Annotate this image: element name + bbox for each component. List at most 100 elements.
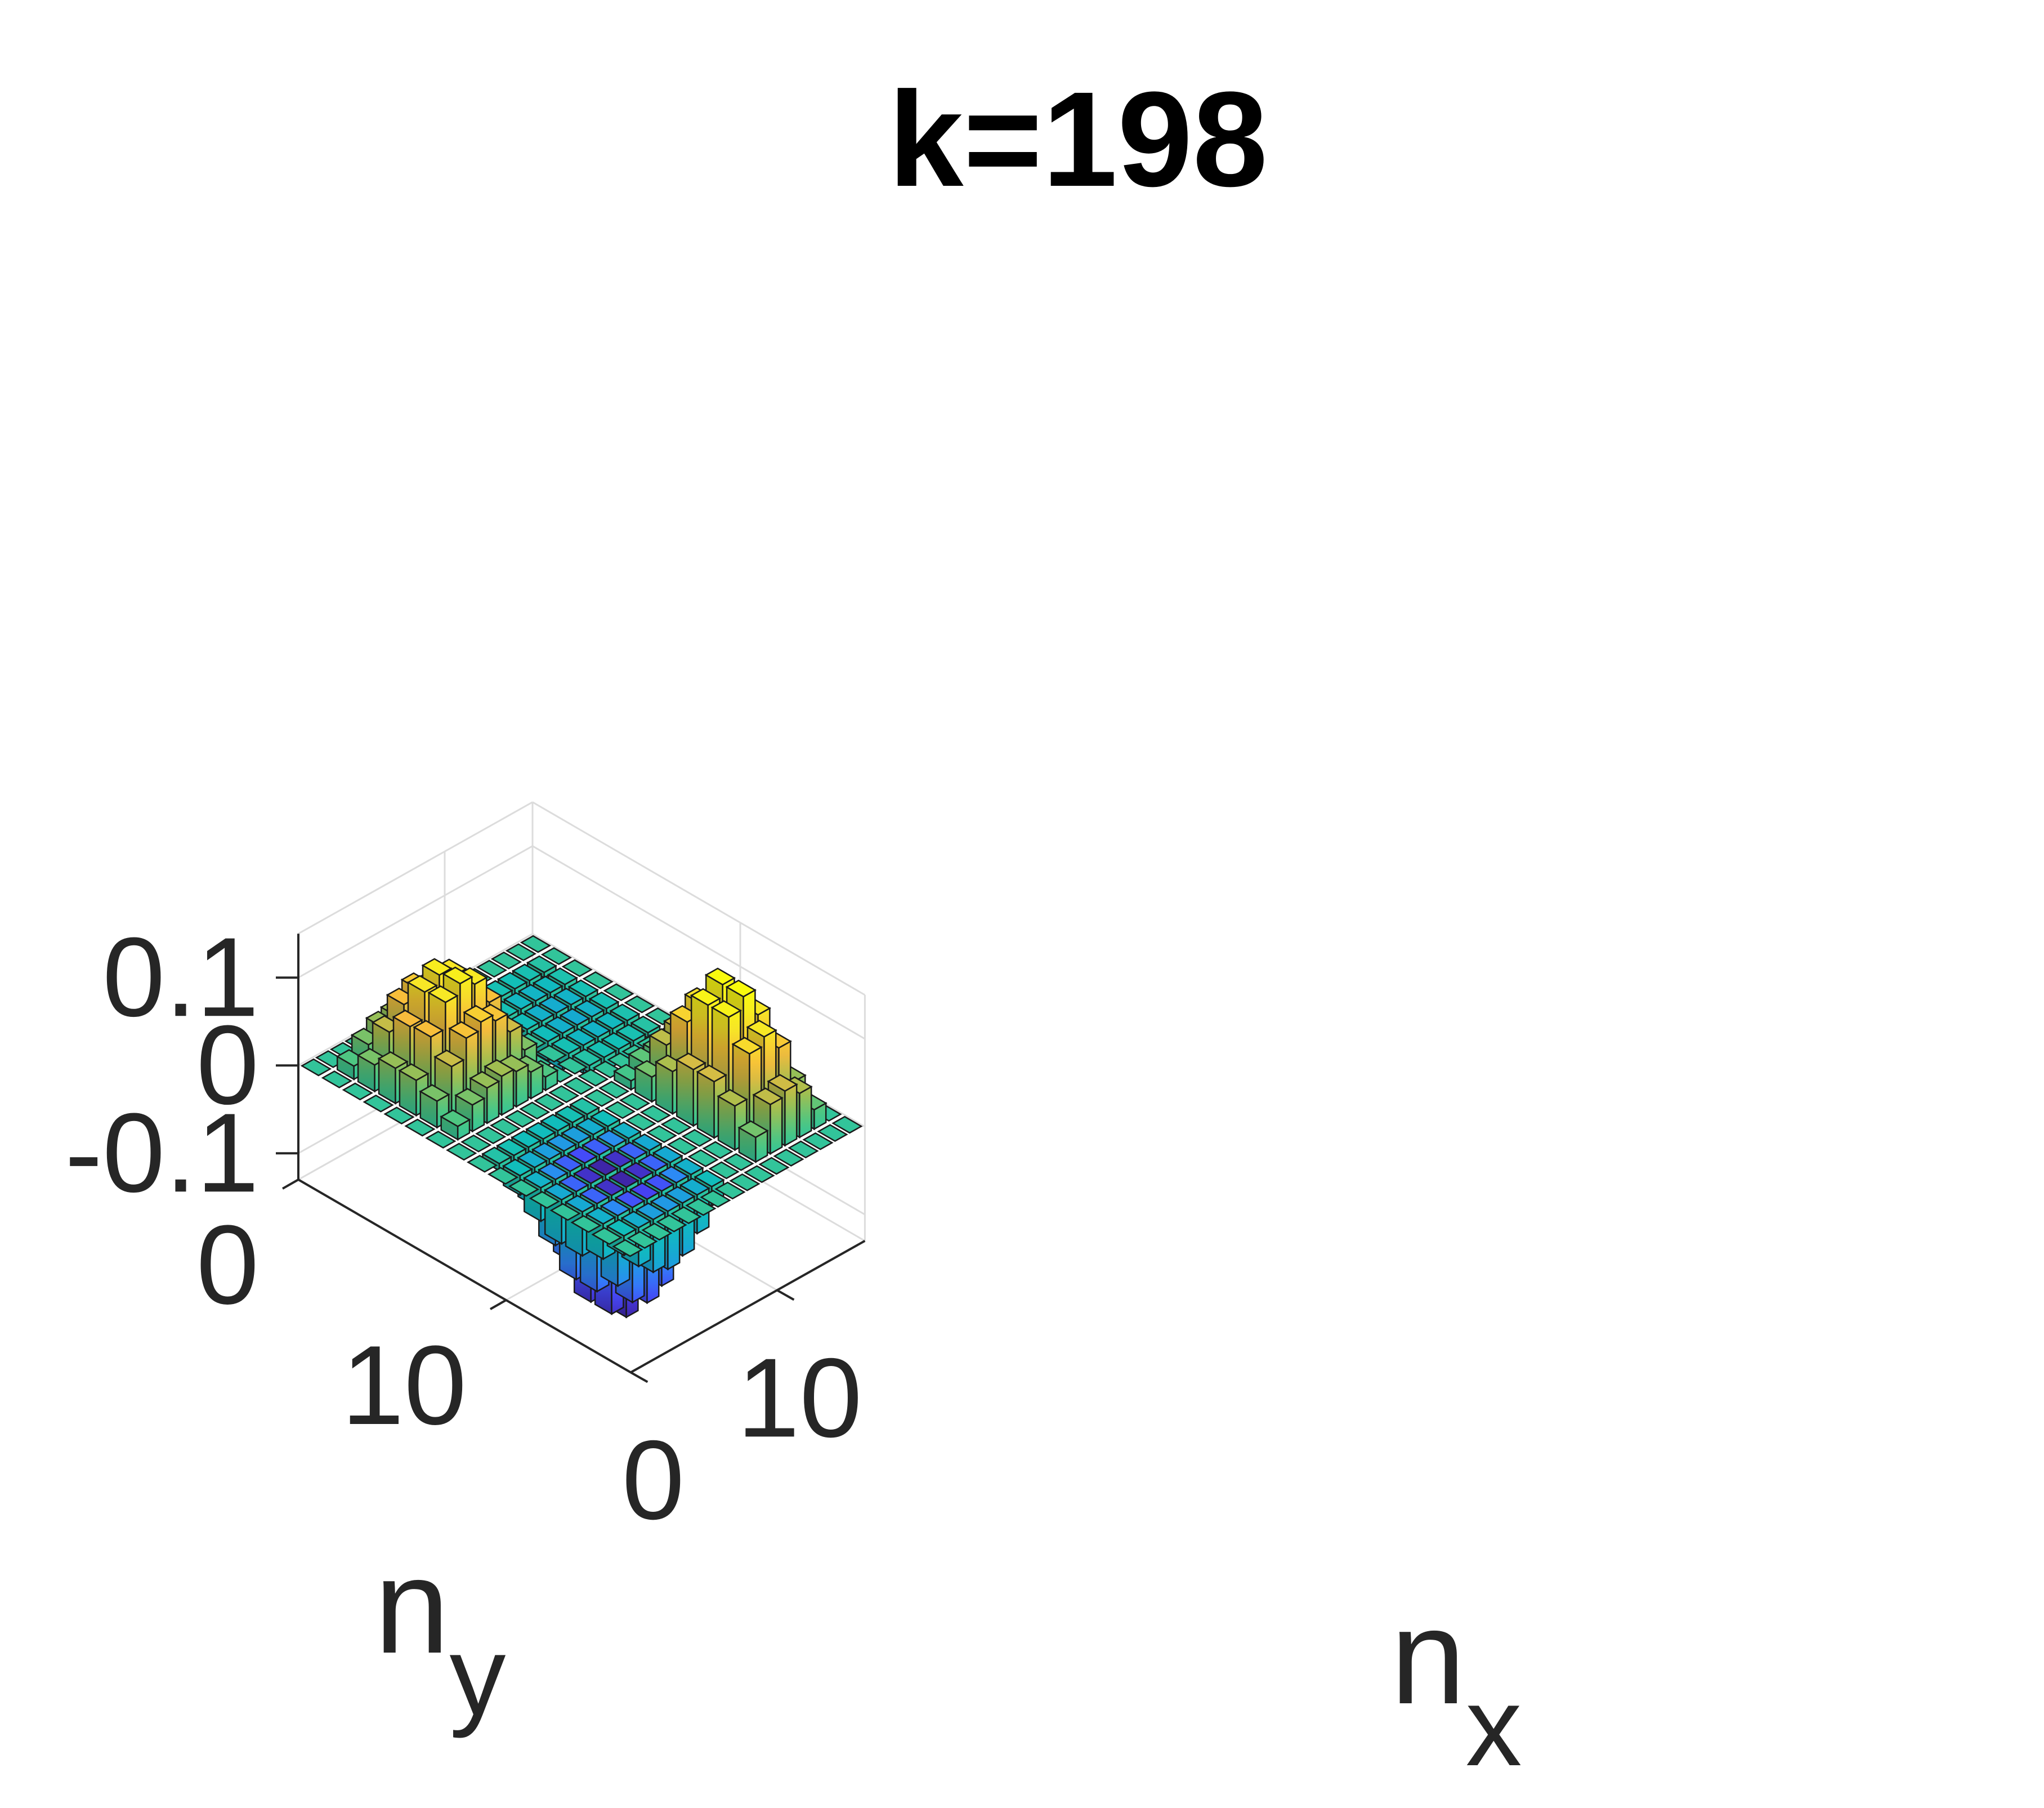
bar-top-face: [487, 1167, 519, 1185]
bar-top-face: [710, 1000, 742, 1018]
bar-top-face: [641, 1222, 673, 1241]
bar-top-face: [573, 1166, 605, 1185]
bar-front-face: [799, 1085, 812, 1139]
bar-top-face: [664, 1186, 696, 1204]
bar: [404, 1118, 436, 1137]
bar-side-face: [696, 1070, 715, 1139]
bar-top-face: [652, 1145, 683, 1164]
bar: [578, 1069, 609, 1087]
bar-top-face: [490, 1118, 521, 1136]
bar-top-face: [624, 995, 655, 1014]
bar-top-face: [536, 1044, 567, 1063]
bar: [476, 959, 508, 978]
bar: [831, 1115, 863, 1134]
bar-top-face: [725, 979, 757, 998]
bar-top-face: [619, 1092, 651, 1111]
bar: [667, 1137, 698, 1155]
box-edge-top-y: [532, 801, 866, 996]
bar-top-face: [610, 1121, 642, 1140]
bar-top-face: [802, 1132, 834, 1150]
bar-top-face: [702, 1141, 733, 1159]
bar: [604, 1101, 636, 1119]
bar-top-face: [687, 1149, 719, 1167]
bar: [548, 1085, 580, 1104]
bar: [591, 1227, 623, 1245]
bar-top-face: [574, 999, 605, 1018]
bar-top-face: [625, 1113, 657, 1131]
bar-top-face: [729, 1173, 761, 1191]
bar-top-face: [615, 1024, 647, 1042]
bar: [773, 1149, 804, 1167]
bar-top-face: [767, 1074, 798, 1092]
z-tick-label: 0.1: [102, 914, 259, 1040]
bar: [625, 1113, 657, 1131]
bar-top-face: [681, 1129, 713, 1147]
bar: [714, 1181, 746, 1200]
bar-top-face: [517, 984, 549, 1002]
bar: [656, 1214, 687, 1233]
bar: [549, 1203, 581, 1221]
bar: [460, 1134, 492, 1153]
bar-top-face: [526, 955, 558, 974]
bar-top-face: [543, 1182, 575, 1201]
bar-top-face: [446, 1142, 477, 1161]
bar-top-face: [604, 1101, 636, 1119]
bar-top-face: [475, 1126, 507, 1145]
bar-top-face: [594, 1011, 626, 1030]
bar-top-face: [503, 992, 534, 1010]
bar: [598, 1081, 630, 1099]
bar-top-face: [560, 1126, 592, 1144]
x-axis-line: [630, 1240, 866, 1374]
bar-top-face: [545, 1133, 578, 1152]
bar-top-face: [660, 1117, 692, 1135]
bar: [446, 1142, 477, 1161]
bar-top-face: [540, 947, 573, 965]
bar-top-face: [537, 1162, 569, 1181]
bar: [505, 943, 537, 962]
bar-top-face: [392, 1010, 423, 1028]
bar: [300, 1058, 332, 1077]
bar-top-face: [547, 967, 578, 985]
bar-top-face: [508, 1178, 540, 1197]
bar: [603, 983, 634, 1002]
bar-top-face: [673, 1157, 704, 1176]
bar-top-face: [586, 1040, 618, 1059]
bar-top-face: [559, 1008, 591, 1026]
bar-side-face: [676, 1059, 694, 1127]
bar-top-face: [670, 1206, 702, 1225]
bar-top-face: [383, 1106, 415, 1125]
bar-top-face: [831, 1115, 863, 1134]
bar-top-face: [630, 1015, 661, 1034]
bar-top-face: [460, 1134, 492, 1153]
bar-top-face: [601, 1032, 632, 1050]
x-tick: [776, 1289, 795, 1301]
bar: [529, 1191, 561, 1209]
bar-top-face: [520, 935, 552, 953]
bar-top-face: [300, 1058, 332, 1077]
bar-top-face: [629, 1182, 660, 1200]
bar-top-face: [531, 1142, 563, 1160]
bar: [685, 1198, 717, 1216]
bar-top-face: [565, 1028, 597, 1046]
bar-top-face: [612, 1239, 643, 1257]
bar: [788, 1140, 819, 1159]
bar: [702, 1141, 733, 1159]
bar-top-face: [442, 966, 473, 985]
bar-top-face: [553, 988, 584, 1006]
bar: [490, 951, 522, 970]
axis-layer: [276, 934, 866, 1383]
bar: [466, 1154, 498, 1173]
y-axis-line: [297, 1178, 632, 1374]
bar: [627, 1231, 658, 1249]
bar-top-face: [602, 1150, 634, 1168]
bar: [534, 1093, 565, 1111]
bar-top-face: [497, 971, 529, 990]
bar-top-face: [554, 1105, 586, 1124]
bar-top-face: [731, 1037, 763, 1055]
bar-top-face: [588, 991, 620, 1010]
bar-top-face: [609, 1003, 641, 1022]
bar-top-face: [466, 1154, 498, 1173]
bar-top-face: [582, 971, 614, 989]
